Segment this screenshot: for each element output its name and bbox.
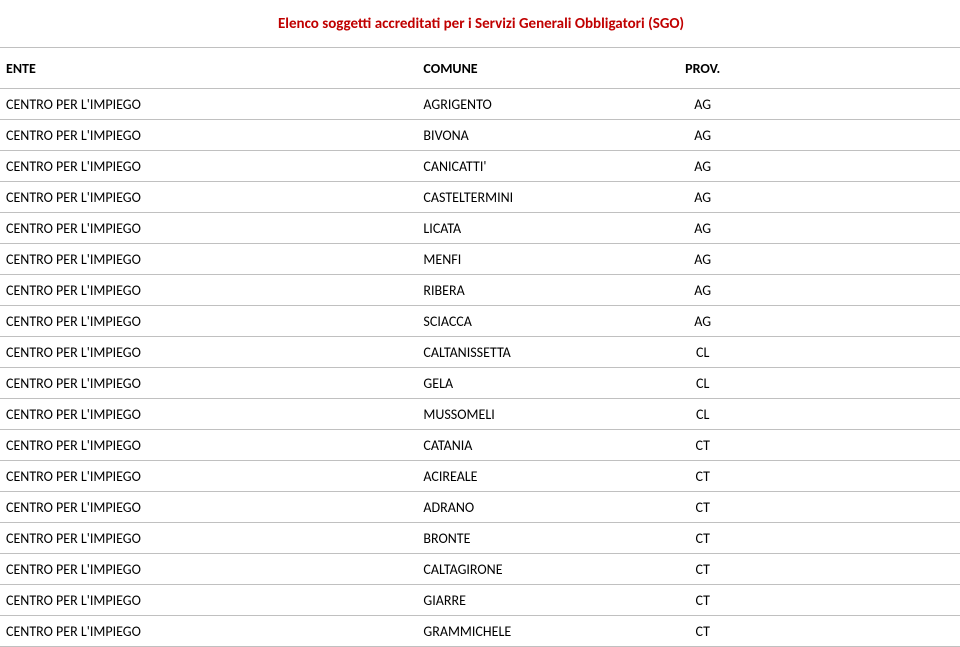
cell-blank bbox=[763, 461, 960, 492]
cell-ente: CENTRO PER L'IMPIEGO bbox=[0, 182, 421, 213]
title-row: Elenco soggetti accreditati per i Serviz… bbox=[0, 0, 960, 48]
cell-comune: BIVONA bbox=[421, 120, 642, 151]
cell-blank bbox=[763, 368, 960, 399]
cell-ente: CENTRO PER L'IMPIEGO bbox=[0, 616, 421, 647]
cell-prov: AG bbox=[642, 151, 763, 182]
table-row: CENTRO PER L'IMPIEGOGELACL bbox=[0, 368, 960, 399]
cell-ente: CENTRO PER L'IMPIEGO bbox=[0, 120, 421, 151]
cell-blank bbox=[763, 554, 960, 585]
table-row: CENTRO PER L'IMPIEGOCANICATTI'AG bbox=[0, 151, 960, 182]
cell-prov: CL bbox=[642, 368, 763, 399]
table-row: CENTRO PER L'IMPIEGOCASTELTERMINIAG bbox=[0, 182, 960, 213]
cell-blank bbox=[763, 337, 960, 368]
cell-comune: SCIACCA bbox=[421, 306, 642, 337]
header-comune: COMUNE bbox=[421, 48, 642, 89]
table-row: CENTRO PER L'IMPIEGOBIVONAAG bbox=[0, 120, 960, 151]
cell-prov: AG bbox=[642, 306, 763, 337]
cell-prov: AG bbox=[642, 213, 763, 244]
cell-comune: GELA bbox=[421, 368, 642, 399]
cell-comune: LICATA bbox=[421, 213, 642, 244]
table-row: CENTRO PER L'IMPIEGOCALTANISSETTACL bbox=[0, 337, 960, 368]
table-row: CENTRO PER L'IMPIEGOCALTAGIRONECT bbox=[0, 554, 960, 585]
cell-ente: CENTRO PER L'IMPIEGO bbox=[0, 523, 421, 554]
header-ente: ENTE bbox=[0, 48, 421, 89]
cell-prov: AG bbox=[642, 89, 763, 120]
cell-prov: CT bbox=[642, 461, 763, 492]
table-row: CENTRO PER L'IMPIEGOLICATAAG bbox=[0, 213, 960, 244]
cell-ente: CENTRO PER L'IMPIEGO bbox=[0, 306, 421, 337]
cell-ente: CENTRO PER L'IMPIEGO bbox=[0, 151, 421, 182]
cell-comune: ACIREALE bbox=[421, 461, 642, 492]
cell-comune: GIARRE bbox=[421, 585, 642, 616]
cell-blank bbox=[763, 430, 960, 461]
header-blank bbox=[763, 48, 960, 89]
header-row: ENTE COMUNE PROV. bbox=[0, 48, 960, 89]
title-cell: Elenco soggetti accreditati per i Serviz… bbox=[0, 0, 960, 48]
cell-comune: MUSSOMELI bbox=[421, 399, 642, 430]
cell-comune: ADRANO bbox=[421, 492, 642, 523]
cell-prov: AG bbox=[642, 182, 763, 213]
cell-blank bbox=[763, 213, 960, 244]
table-row: CENTRO PER L'IMPIEGOADRANOCT bbox=[0, 492, 960, 523]
cell-prov: CT bbox=[642, 585, 763, 616]
cell-comune: CANICATTI' bbox=[421, 151, 642, 182]
cell-comune: CATANIA bbox=[421, 430, 642, 461]
table-row: CENTRO PER L'IMPIEGOMENFIAG bbox=[0, 244, 960, 275]
cell-ente: CENTRO PER L'IMPIEGO bbox=[0, 492, 421, 523]
cell-comune: AGRIGENTO bbox=[421, 89, 642, 120]
table-row: CENTRO PER L'IMPIEGOGRAMMICHELECT bbox=[0, 616, 960, 647]
cell-prov: AG bbox=[642, 120, 763, 151]
cell-prov: CT bbox=[642, 554, 763, 585]
cell-prov: AG bbox=[642, 244, 763, 275]
cell-blank bbox=[763, 523, 960, 554]
cell-blank bbox=[763, 492, 960, 523]
accreditation-table: Elenco soggetti accreditati per i Serviz… bbox=[0, 0, 960, 647]
cell-comune: CALTAGIRONE bbox=[421, 554, 642, 585]
cell-ente: CENTRO PER L'IMPIEGO bbox=[0, 213, 421, 244]
cell-ente: CENTRO PER L'IMPIEGO bbox=[0, 89, 421, 120]
table-row: CENTRO PER L'IMPIEGOSCIACCAAG bbox=[0, 306, 960, 337]
cell-blank bbox=[763, 182, 960, 213]
table-row: CENTRO PER L'IMPIEGOMUSSOMELICL bbox=[0, 399, 960, 430]
cell-ente: CENTRO PER L'IMPIEGO bbox=[0, 554, 421, 585]
table-row: CENTRO PER L'IMPIEGOGIARRECT bbox=[0, 585, 960, 616]
table-row: CENTRO PER L'IMPIEGOCATANIACT bbox=[0, 430, 960, 461]
cell-blank bbox=[763, 585, 960, 616]
table-row: CENTRO PER L'IMPIEGOAGRIGENTOAG bbox=[0, 89, 960, 120]
cell-blank bbox=[763, 399, 960, 430]
cell-blank bbox=[763, 120, 960, 151]
table-row: CENTRO PER L'IMPIEGORIBERAAG bbox=[0, 275, 960, 306]
cell-blank bbox=[763, 306, 960, 337]
cell-ente: CENTRO PER L'IMPIEGO bbox=[0, 461, 421, 492]
cell-prov: CT bbox=[642, 430, 763, 461]
cell-blank bbox=[763, 151, 960, 182]
cell-blank bbox=[763, 89, 960, 120]
cell-comune: CASTELTERMINI bbox=[421, 182, 642, 213]
cell-ente: CENTRO PER L'IMPIEGO bbox=[0, 585, 421, 616]
table-row: CENTRO PER L'IMPIEGOACIREALECT bbox=[0, 461, 960, 492]
cell-prov: CL bbox=[642, 337, 763, 368]
table-row: CENTRO PER L'IMPIEGOBRONTECT bbox=[0, 523, 960, 554]
cell-comune: RIBERA bbox=[421, 275, 642, 306]
header-prov: PROV. bbox=[642, 48, 763, 89]
page-title: Elenco soggetti accreditati per i Serviz… bbox=[278, 15, 684, 33]
cell-comune: MENFI bbox=[421, 244, 642, 275]
cell-ente: CENTRO PER L'IMPIEGO bbox=[0, 430, 421, 461]
cell-comune: BRONTE bbox=[421, 523, 642, 554]
cell-ente: CENTRO PER L'IMPIEGO bbox=[0, 368, 421, 399]
cell-ente: CENTRO PER L'IMPIEGO bbox=[0, 337, 421, 368]
cell-blank bbox=[763, 275, 960, 306]
cell-prov: CT bbox=[642, 523, 763, 554]
cell-comune: GRAMMICHELE bbox=[421, 616, 642, 647]
cell-prov: CT bbox=[642, 616, 763, 647]
cell-prov: CT bbox=[642, 492, 763, 523]
cell-prov: AG bbox=[642, 275, 763, 306]
cell-ente: CENTRO PER L'IMPIEGO bbox=[0, 275, 421, 306]
cell-ente: CENTRO PER L'IMPIEGO bbox=[0, 244, 421, 275]
cell-blank bbox=[763, 244, 960, 275]
cell-comune: CALTANISSETTA bbox=[421, 337, 642, 368]
cell-blank bbox=[763, 616, 960, 647]
cell-ente: CENTRO PER L'IMPIEGO bbox=[0, 399, 421, 430]
cell-prov: CL bbox=[642, 399, 763, 430]
